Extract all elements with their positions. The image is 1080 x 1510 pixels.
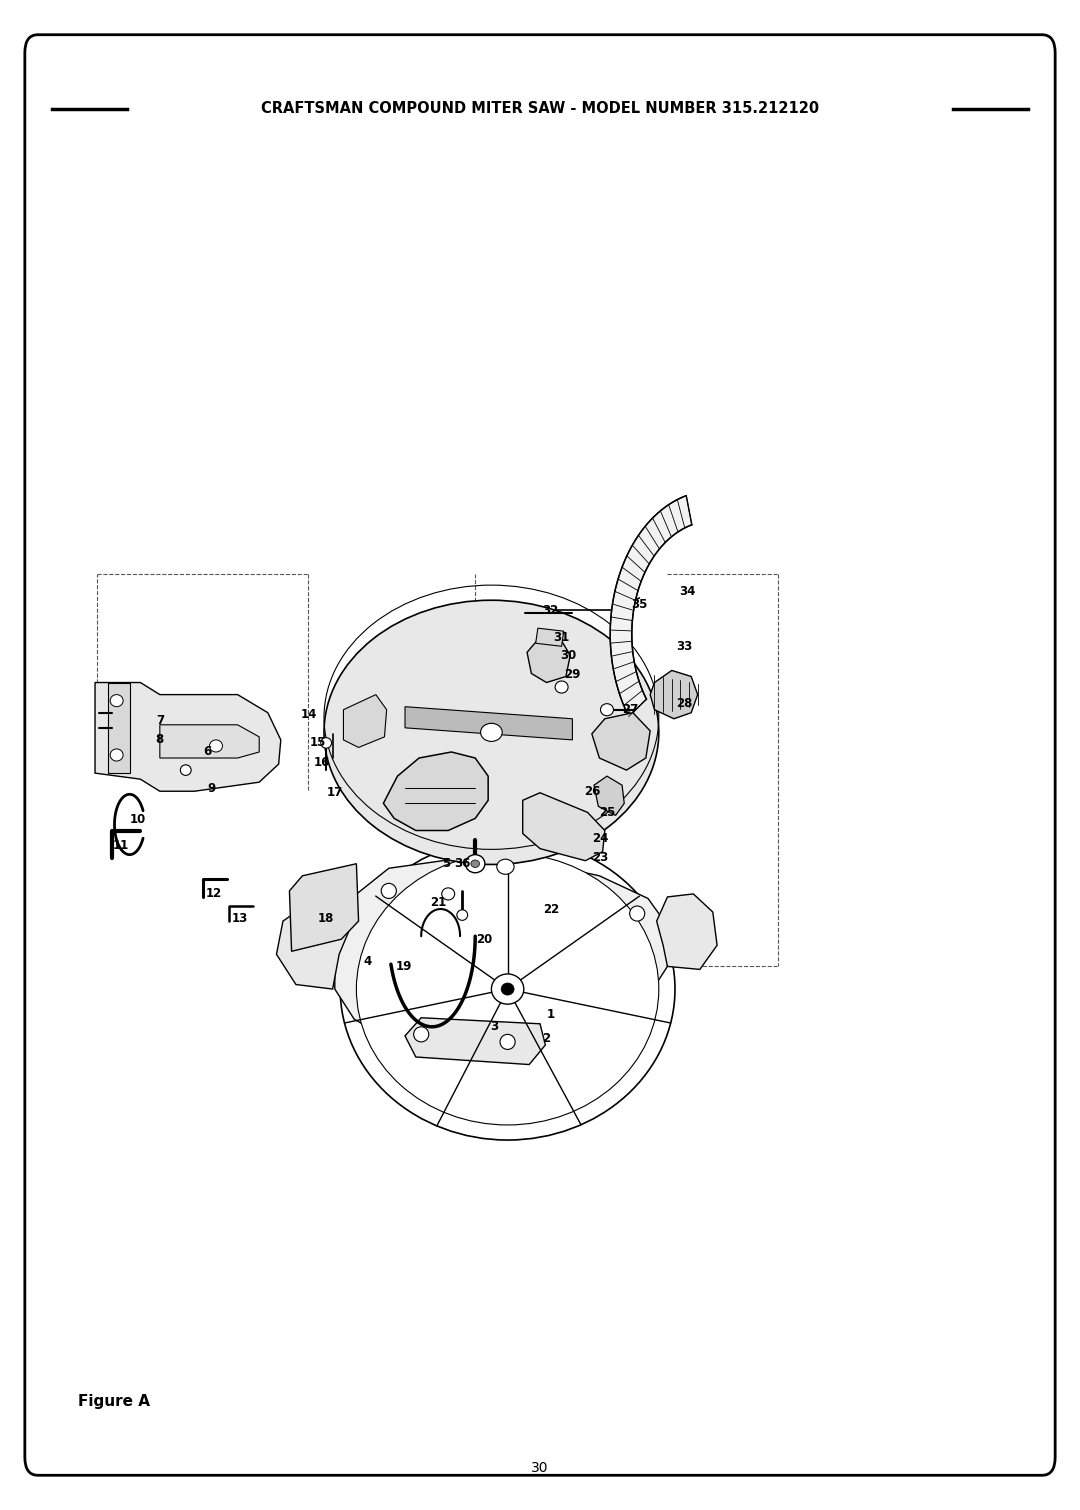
Polygon shape xyxy=(405,707,572,740)
Ellipse shape xyxy=(497,859,514,874)
Polygon shape xyxy=(383,752,488,831)
Polygon shape xyxy=(343,695,387,747)
Text: 9: 9 xyxy=(207,782,216,794)
Text: 28: 28 xyxy=(676,698,693,710)
Ellipse shape xyxy=(110,695,123,707)
Text: 36: 36 xyxy=(454,858,471,870)
Polygon shape xyxy=(95,683,281,791)
Text: 8: 8 xyxy=(156,734,164,746)
Polygon shape xyxy=(610,495,692,716)
Text: 6: 6 xyxy=(203,746,212,758)
Text: 33: 33 xyxy=(676,640,693,652)
Ellipse shape xyxy=(630,906,645,921)
Text: 14: 14 xyxy=(300,708,318,720)
Text: 29: 29 xyxy=(564,669,581,681)
Text: 11: 11 xyxy=(112,840,130,852)
Text: 12: 12 xyxy=(205,888,222,900)
Text: 5: 5 xyxy=(442,858,450,870)
Ellipse shape xyxy=(110,749,123,761)
Text: 18: 18 xyxy=(318,912,335,924)
Polygon shape xyxy=(527,637,570,683)
Polygon shape xyxy=(657,894,717,969)
Text: 26: 26 xyxy=(583,785,600,797)
Text: 30: 30 xyxy=(559,649,577,661)
Text: 22: 22 xyxy=(542,903,559,915)
Text: 27: 27 xyxy=(622,704,639,716)
Text: 31: 31 xyxy=(553,631,570,643)
Text: 32: 32 xyxy=(542,604,559,616)
Polygon shape xyxy=(592,713,650,770)
Text: 20: 20 xyxy=(475,933,492,945)
Text: 1: 1 xyxy=(546,1009,555,1021)
Text: 3: 3 xyxy=(490,1021,499,1033)
Text: 7: 7 xyxy=(156,714,164,726)
Ellipse shape xyxy=(321,738,332,747)
Text: 10: 10 xyxy=(130,814,147,826)
Ellipse shape xyxy=(481,723,502,741)
Text: 24: 24 xyxy=(592,832,609,844)
Text: CRAFTSMAN COMPOUND MITER SAW - MODEL NUMBER 315.212120: CRAFTSMAN COMPOUND MITER SAW - MODEL NUM… xyxy=(261,101,819,116)
Polygon shape xyxy=(650,670,698,719)
Polygon shape xyxy=(405,1018,545,1065)
Text: 30: 30 xyxy=(531,1460,549,1475)
Text: 4: 4 xyxy=(363,956,372,968)
Ellipse shape xyxy=(500,1034,515,1049)
Ellipse shape xyxy=(340,838,675,1140)
Ellipse shape xyxy=(210,740,222,752)
Text: 15: 15 xyxy=(309,737,326,749)
Polygon shape xyxy=(523,793,605,861)
Ellipse shape xyxy=(180,766,191,776)
Polygon shape xyxy=(594,776,624,815)
Text: 35: 35 xyxy=(631,598,648,610)
Polygon shape xyxy=(276,903,350,989)
Text: 19: 19 xyxy=(395,960,413,972)
Ellipse shape xyxy=(356,853,659,1125)
Ellipse shape xyxy=(501,983,514,995)
Ellipse shape xyxy=(555,681,568,693)
Polygon shape xyxy=(536,628,564,646)
Ellipse shape xyxy=(465,855,485,873)
Ellipse shape xyxy=(457,909,468,920)
Text: 23: 23 xyxy=(592,852,609,864)
Polygon shape xyxy=(335,858,670,1049)
Text: Figure A: Figure A xyxy=(78,1394,150,1409)
Text: 17: 17 xyxy=(326,787,343,799)
Text: 21: 21 xyxy=(430,897,447,909)
Text: 34: 34 xyxy=(678,586,696,598)
Ellipse shape xyxy=(442,888,455,900)
Ellipse shape xyxy=(471,861,480,867)
Polygon shape xyxy=(160,725,259,758)
Polygon shape xyxy=(108,683,130,773)
Ellipse shape xyxy=(381,883,396,898)
Ellipse shape xyxy=(414,1027,429,1042)
Polygon shape xyxy=(289,864,359,951)
Ellipse shape xyxy=(491,974,524,1004)
Text: 13: 13 xyxy=(231,912,248,924)
Ellipse shape xyxy=(600,704,613,716)
Text: 16: 16 xyxy=(313,757,330,769)
Text: 25: 25 xyxy=(598,806,616,818)
Text: 2: 2 xyxy=(542,1033,551,1045)
Ellipse shape xyxy=(324,599,659,864)
